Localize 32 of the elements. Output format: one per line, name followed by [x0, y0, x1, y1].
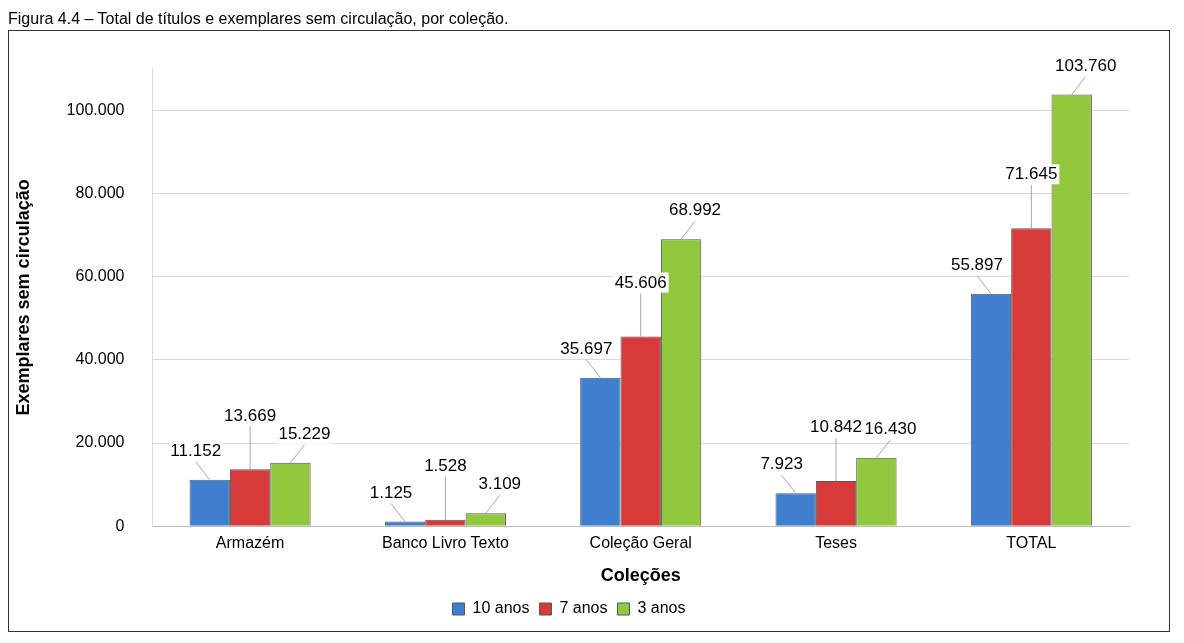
chart-title: Figura 4.4 – Total de títulos e exemplares sem circulação, por coleção. [8, 9, 510, 29]
data-label: 16.430 [864, 419, 917, 439]
data-label: 68.992 [669, 200, 722, 220]
x-tick-label: Armazém [215, 534, 285, 552]
data-label: 13.669 [224, 405, 277, 425]
data-label: 55.897 [950, 254, 1003, 274]
data-label: 45.606 [614, 272, 667, 292]
x-tick-label: TOTAL [1006, 534, 1057, 552]
data-label: 15.229 [278, 424, 331, 444]
x-tick-label: Banco Livro Texto [381, 534, 509, 552]
x-tick-label: Coleção Geral [589, 534, 692, 552]
data-label: 10.842 [810, 417, 863, 437]
data-label: 71.645 [1005, 164, 1058, 184]
data-label: 7.923 [760, 454, 803, 474]
y-tick-label: 0 [115, 516, 125, 534]
y-tick-label: 60.000 [75, 267, 125, 285]
y-tick-label: 80.000 [75, 183, 125, 201]
y-tick-label: 40.000 [75, 350, 125, 368]
x-tick-label: Teses [815, 534, 857, 552]
data-label: 1.528 [424, 456, 467, 476]
data-label: 3.109 [478, 474, 522, 494]
y-tick-label: 100.000 [66, 100, 125, 118]
data-label: 35.697 [560, 338, 613, 358]
y-axis-title: Exemplares sem circulação [12, 179, 33, 416]
data-label: 1.125 [369, 482, 413, 502]
legend-label: 7 anos [559, 599, 608, 617]
data-label: 103.760 [1054, 55, 1117, 75]
legend-label: 3 anos [637, 599, 686, 617]
x-axis-title: Coleções [600, 565, 681, 586]
legend-label: 10 anos [472, 599, 530, 617]
data-label: 11.152 [170, 441, 222, 460]
y-tick-label: 20.000 [75, 433, 125, 451]
